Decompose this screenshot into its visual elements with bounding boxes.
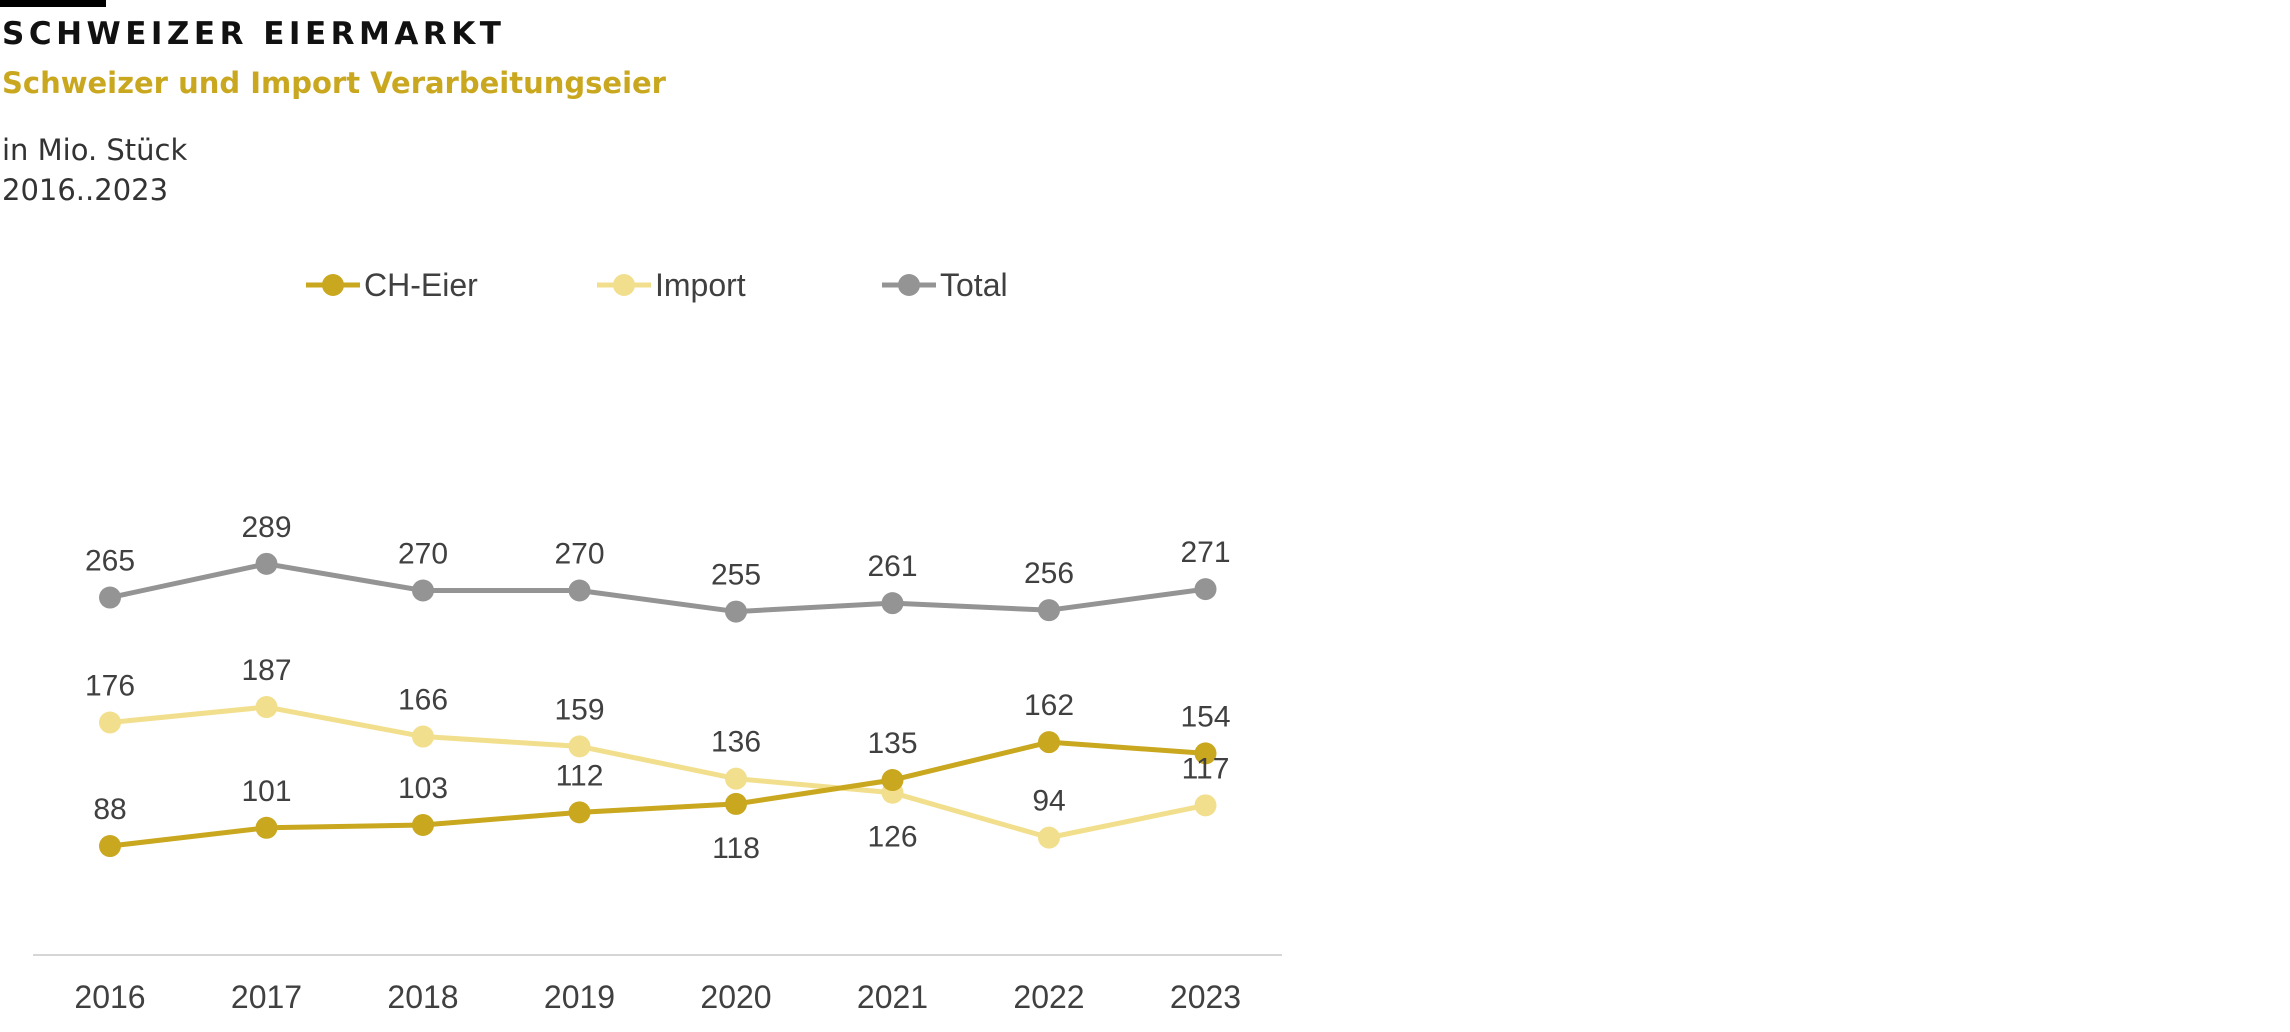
- period-label: 2016..2023: [2, 173, 169, 207]
- series-ch: [99, 731, 1217, 858]
- data-label-import: 166: [398, 684, 448, 717]
- legend-item: Total: [882, 267, 1008, 303]
- data-label-total: 270: [554, 538, 604, 571]
- header-accent-bar: [0, 0, 106, 7]
- x-tick-label: 2021: [857, 979, 928, 1015]
- data-point-import: [255, 696, 278, 719]
- data-point-ch: [568, 801, 591, 824]
- data-point-total: [725, 600, 747, 623]
- data-label-import: 176: [85, 669, 135, 702]
- data-point-ch: [725, 792, 747, 815]
- data-point-total: [1038, 599, 1060, 622]
- data-point-total: [881, 592, 904, 615]
- chart-title: SCHWEIZER EIERMARKT: [2, 16, 506, 52]
- legend-label: Total: [940, 267, 1008, 303]
- data-point-import: [568, 735, 591, 758]
- legend-label: CH-Eier: [364, 267, 478, 303]
- data-point-import: [1194, 794, 1217, 817]
- data-point-ch: [255, 816, 278, 839]
- data-point-total: [255, 552, 278, 575]
- x-tick-label: 2017: [231, 979, 302, 1015]
- legend-marker: [898, 274, 920, 296]
- x-tick-label: 2022: [1013, 979, 1084, 1015]
- data-label-total: 271: [1180, 536, 1230, 569]
- legend-marker: [613, 274, 635, 296]
- legend-item: CH-Eier: [306, 267, 478, 303]
- data-label-total: 270: [398, 538, 448, 571]
- data-label-ch: 154: [1180, 700, 1230, 733]
- data-point-ch: [881, 769, 904, 792]
- data-label-ch: 101: [241, 775, 291, 808]
- data-label-import: 94: [1032, 785, 1065, 818]
- legend: CH-Eier Import Total: [306, 267, 1008, 303]
- x-axis-ticks: 2016 2017 2018 2019 2020 2021 2022 2023: [74, 979, 1241, 1015]
- data-point-import: [99, 711, 121, 734]
- data-label-import: 136: [711, 726, 761, 759]
- data-label-total: 256: [1024, 557, 1074, 590]
- data-label-import: 126: [867, 821, 917, 854]
- data-label-total: 255: [711, 559, 761, 592]
- data-label-total: 261: [867, 550, 917, 583]
- data-label-ch: 88: [93, 793, 126, 826]
- data-point-total: [568, 579, 591, 602]
- series-layer: [99, 552, 1217, 858]
- data-point-ch: [99, 835, 121, 858]
- data-label-ch: 112: [556, 759, 604, 792]
- series-total: [99, 552, 1217, 623]
- data-labels: 265 289 270 270 255 261 256 271 176 187 166 159 136 1…: [85, 511, 1231, 865]
- x-tick-label: 2018: [387, 979, 458, 1015]
- data-point-import: [725, 767, 747, 790]
- data-label-total: 289: [241, 511, 291, 544]
- data-point-ch: [1038, 731, 1060, 754]
- series-line-total: [107, 561, 1208, 615]
- data-label-ch: 135: [867, 727, 917, 760]
- data-point-import: [1038, 826, 1060, 849]
- data-label-ch: 162: [1024, 689, 1074, 722]
- x-tick-label: 2023: [1170, 979, 1241, 1015]
- data-label-import: 187: [241, 654, 291, 687]
- series-line-import: [107, 704, 1208, 841]
- legend-marker: [322, 274, 344, 296]
- unit-label: in Mio. Stück: [2, 133, 188, 167]
- data-point-import: [412, 725, 434, 748]
- data-label-import: 159: [554, 693, 604, 726]
- data-label-ch: 118: [712, 832, 760, 865]
- data-point-total: [1194, 578, 1217, 601]
- data-point-ch: [1194, 742, 1217, 765]
- data-label-ch: 103: [398, 772, 448, 805]
- series-line-ch: [107, 739, 1208, 849]
- x-tick-label: 2020: [700, 979, 771, 1015]
- x-tick-label: 2016: [74, 979, 145, 1015]
- legend-label: Import: [655, 267, 746, 303]
- chart-subtitle: Schweizer und Import Verarbeitungseier: [2, 66, 666, 100]
- data-point-total: [412, 579, 434, 602]
- data-label-total: 265: [85, 545, 135, 578]
- data-label-import: 117: [1182, 752, 1230, 785]
- legend-item: Import: [597, 267, 746, 303]
- x-tick-label: 2019: [544, 979, 615, 1015]
- data-point-ch: [412, 813, 434, 836]
- data-point-total: [99, 586, 121, 609]
